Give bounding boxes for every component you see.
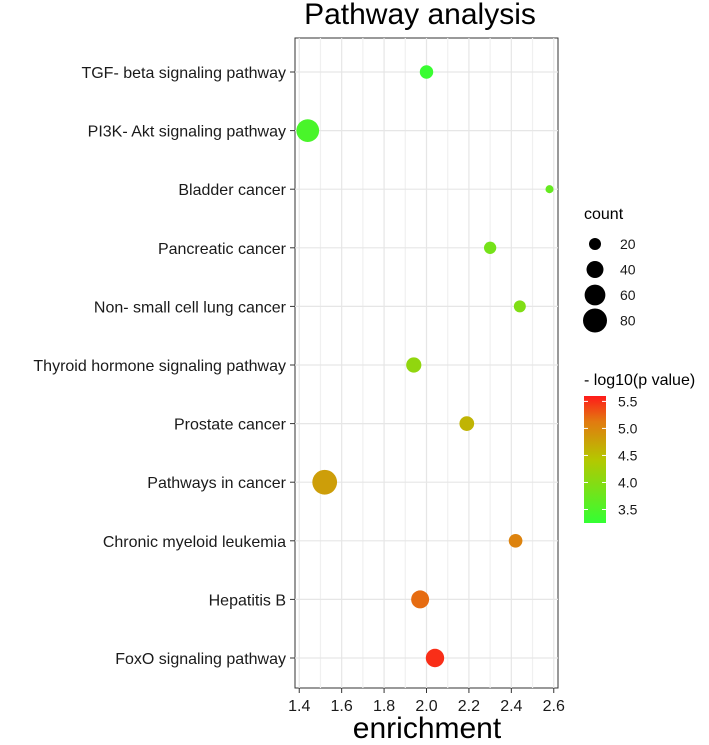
size-legend-key [583, 308, 607, 333]
x-tick-label: 2.0 [415, 698, 437, 715]
size-legend: count 20 40 60 80 [583, 206, 636, 333]
color-legend-label: 4.5 [618, 447, 638, 463]
data-point [459, 416, 475, 431]
category-label: Chronic myeloid leukemia [103, 534, 286, 551]
color-legend-title: - log10(p value) [584, 372, 695, 389]
color-legend-label: 3.5 [618, 501, 638, 517]
x-tick-label: 1.8 [373, 698, 395, 715]
color-legend-bar [584, 396, 606, 523]
data-point [483, 241, 497, 254]
size-legend-key [584, 284, 606, 306]
data-point [513, 300, 526, 313]
category-label: Pancreatic cancer [158, 241, 287, 258]
data-point [312, 469, 338, 495]
size-legend-key [589, 238, 601, 250]
category-labels: TGF- beta signaling pathway PI3K- Akt sig… [33, 65, 295, 668]
chart-title: Pathway analysis [304, 0, 536, 31]
grid-lines [295, 38, 558, 688]
size-legend-key [586, 261, 604, 278]
data-point [508, 533, 523, 548]
x-tick-label: 1.6 [331, 698, 353, 715]
data-point [425, 648, 445, 668]
category-label: TGF- beta signaling pathway [81, 65, 286, 82]
x-axis-ticks: 1.4 1.6 1.8 2.0 2.2 2.4 2.6 [288, 688, 565, 715]
category-label: Bladder cancer [178, 182, 286, 199]
category-label: Hepatitis B [209, 592, 286, 609]
x-tick-label: 2.2 [458, 698, 480, 715]
color-legend-label: 4.0 [618, 474, 638, 490]
x-tick-label: 2.4 [500, 698, 522, 715]
size-legend-label: 20 [620, 236, 636, 252]
category-label: PI3K- Akt signaling pathway [88, 124, 286, 141]
category-label: Non- small cell lung cancer [94, 299, 287, 316]
category-label: Pathways in cancer [147, 475, 286, 492]
data-points [296, 65, 554, 668]
color-legend-label: 5.5 [618, 393, 638, 409]
category-label: Prostate cancer [174, 417, 287, 434]
data-point [545, 185, 554, 194]
data-point [296, 119, 320, 142]
category-label: Thyroid hormone signaling pathway [33, 358, 286, 375]
size-legend-label: 60 [620, 287, 636, 303]
x-tick-label: 2.6 [543, 698, 565, 715]
x-axis-label: enrichment [353, 712, 502, 745]
color-legend-label: 5.0 [618, 420, 638, 436]
data-point [411, 590, 430, 609]
size-legend-label: 40 [620, 262, 636, 278]
size-legend-title: count [584, 206, 624, 223]
x-tick-label: 1.4 [288, 698, 310, 715]
category-label: FoxO signaling pathway [115, 651, 286, 668]
color-legend: - log10(p value) 3.5 4.0 4.5 5.0 5.5 [584, 372, 695, 523]
data-point [419, 65, 434, 79]
data-point [406, 357, 422, 373]
size-legend-label: 80 [620, 313, 636, 329]
